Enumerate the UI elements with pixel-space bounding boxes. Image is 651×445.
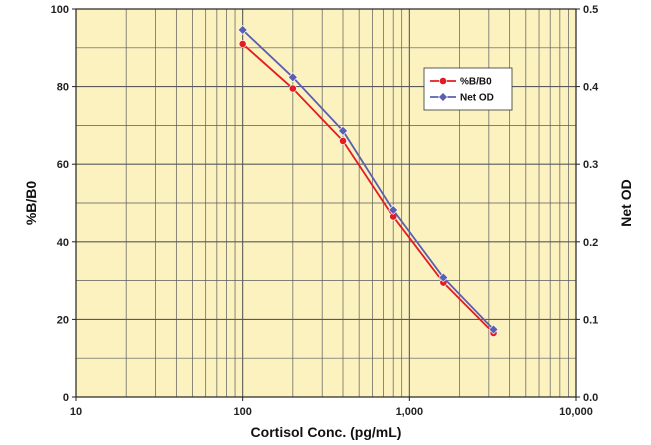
data-point bbox=[488, 324, 499, 335]
data-point bbox=[237, 25, 248, 35]
y-tick-label: 0 bbox=[63, 392, 69, 404]
legend-swatch-marker bbox=[439, 77, 447, 85]
y2-tick-label: 0.0 bbox=[583, 392, 598, 404]
legend: %B/B0 Net OD bbox=[423, 67, 513, 111]
data-point bbox=[238, 40, 247, 48]
y-tick-label: 100 bbox=[51, 4, 69, 16]
legend-item: %B/B0 bbox=[430, 77, 492, 88]
y-tick-label: 40 bbox=[57, 237, 69, 249]
series-layer bbox=[237, 25, 499, 337]
legend-label: %B/B0 bbox=[460, 77, 492, 88]
y2-tick-label: 0.2 bbox=[583, 237, 598, 249]
x-tick-label: 10 bbox=[70, 406, 82, 418]
y2-axis-title: Net OD bbox=[618, 179, 634, 226]
data-point bbox=[338, 125, 348, 136]
data-point bbox=[288, 84, 297, 93]
y-axis-title: %B/B0 bbox=[23, 181, 39, 226]
legend-box bbox=[423, 67, 513, 111]
series-net-od bbox=[237, 25, 499, 335]
x-tick-label: 10,000 bbox=[559, 406, 593, 418]
legend-label: Net OD bbox=[460, 93, 494, 104]
plot-border bbox=[75, 8, 577, 398]
series-line bbox=[242, 43, 495, 334]
y-tick-label: 20 bbox=[57, 314, 69, 326]
y-tick-label: 60 bbox=[57, 159, 69, 171]
y2-tick-label: 0.3 bbox=[583, 159, 598, 171]
y2-tick-label: 0.4 bbox=[583, 82, 599, 94]
y2-tick-label: 0.5 bbox=[583, 4, 598, 16]
series-line bbox=[242, 29, 495, 331]
x-tick-label: 100 bbox=[233, 406, 251, 418]
data-point bbox=[287, 72, 298, 83]
axis-ticks: 10 100 1,000 10,000 0 20 40 60 80 100 0.0 0.1 0.2 0.3… bbox=[51, 4, 600, 418]
legend-item: Net OD bbox=[430, 92, 494, 104]
y-tick-label: 80 bbox=[57, 82, 69, 94]
x-axis-title: Cortisol Conc. (pg/mL) bbox=[251, 424, 402, 440]
x-tick-label: 1,000 bbox=[396, 406, 424, 418]
y2-tick-label: 0.1 bbox=[583, 314, 598, 326]
data-point bbox=[388, 205, 399, 215]
grid-lines bbox=[76, 9, 576, 397]
legend-swatch-marker bbox=[438, 92, 448, 102]
data-point bbox=[438, 272, 449, 283]
data-point bbox=[339, 137, 347, 145]
